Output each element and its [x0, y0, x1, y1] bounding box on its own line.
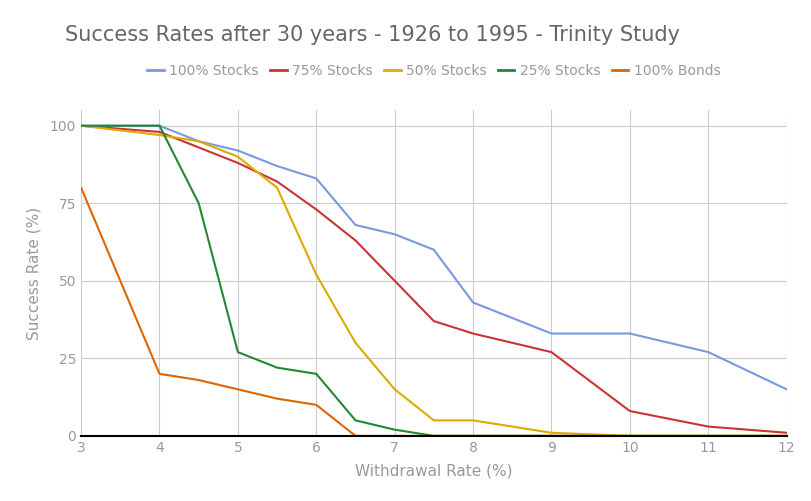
- 100% Stocks: [311, 175, 321, 181]
- 100% Stocks: [429, 247, 439, 253]
- 75% Stocks: [155, 129, 165, 135]
- 50% Stocks: [76, 123, 86, 129]
- 50% Stocks: [155, 132, 165, 138]
- 25% Stocks: [350, 417, 360, 423]
- 25% Stocks: [76, 123, 86, 129]
- 25% Stocks: [233, 349, 242, 355]
- 25% Stocks: [194, 200, 204, 206]
- 50% Stocks: [703, 433, 713, 439]
- 25% Stocks: [703, 433, 713, 439]
- Legend: 100% Stocks, 75% Stocks, 50% Stocks, 25% Stocks, 100% Bonds: 100% Stocks, 75% Stocks, 50% Stocks, 25%…: [141, 59, 727, 84]
- 75% Stocks: [350, 237, 360, 243]
- 50% Stocks: [390, 386, 400, 392]
- 25% Stocks: [429, 433, 439, 439]
- 25% Stocks: [311, 371, 321, 377]
- 75% Stocks: [76, 123, 86, 129]
- 100% Bonds: [703, 433, 713, 439]
- 100% Bonds: [429, 433, 439, 439]
- 75% Stocks: [194, 144, 204, 150]
- 100% Bonds: [390, 433, 400, 439]
- 50% Stocks: [233, 154, 242, 160]
- Line: 50% Stocks: 50% Stocks: [81, 126, 787, 436]
- Text: Success Rates after 30 years - 1926 to 1995 - Trinity Study: Success Rates after 30 years - 1926 to 1…: [65, 25, 680, 45]
- 25% Stocks: [782, 433, 792, 439]
- 25% Stocks: [272, 365, 282, 371]
- 100% Stocks: [272, 163, 282, 169]
- 100% Stocks: [703, 349, 713, 355]
- 100% Stocks: [547, 331, 556, 337]
- 75% Stocks: [547, 349, 556, 355]
- 50% Stocks: [194, 138, 204, 144]
- 100% Stocks: [782, 386, 792, 392]
- 100% Stocks: [194, 138, 204, 144]
- 50% Stocks: [625, 433, 635, 439]
- Line: 100% Stocks: 100% Stocks: [81, 126, 787, 389]
- 100% Bonds: [468, 433, 478, 439]
- 100% Bonds: [233, 386, 242, 392]
- 100% Stocks: [233, 147, 242, 153]
- X-axis label: Withdrawal Rate (%): Withdrawal Rate (%): [355, 463, 513, 478]
- Y-axis label: Success Rate (%): Success Rate (%): [27, 206, 41, 340]
- 100% Stocks: [390, 231, 400, 237]
- 100% Stocks: [468, 300, 478, 306]
- 25% Stocks: [390, 427, 400, 433]
- 100% Bonds: [547, 433, 556, 439]
- 75% Stocks: [272, 178, 282, 184]
- 75% Stocks: [390, 278, 400, 284]
- 75% Stocks: [703, 423, 713, 429]
- 75% Stocks: [782, 430, 792, 436]
- 100% Stocks: [155, 123, 165, 129]
- 25% Stocks: [625, 433, 635, 439]
- 100% Bonds: [311, 402, 321, 408]
- 100% Stocks: [350, 222, 360, 228]
- 100% Bonds: [350, 433, 360, 439]
- 50% Stocks: [272, 185, 282, 191]
- 50% Stocks: [782, 433, 792, 439]
- 75% Stocks: [468, 331, 478, 337]
- 100% Bonds: [625, 433, 635, 439]
- 50% Stocks: [468, 417, 478, 423]
- 25% Stocks: [547, 433, 556, 439]
- 50% Stocks: [429, 417, 439, 423]
- Line: 100% Bonds: 100% Bonds: [81, 188, 787, 436]
- 100% Stocks: [76, 123, 86, 129]
- 75% Stocks: [233, 160, 242, 166]
- 50% Stocks: [547, 430, 556, 436]
- 100% Bonds: [782, 433, 792, 439]
- 50% Stocks: [350, 340, 360, 346]
- 100% Bonds: [194, 377, 204, 383]
- 100% Bonds: [76, 185, 86, 191]
- Line: 75% Stocks: 75% Stocks: [81, 126, 787, 433]
- 100% Bonds: [155, 371, 165, 377]
- 25% Stocks: [155, 123, 165, 129]
- 75% Stocks: [625, 408, 635, 414]
- 100% Bonds: [272, 396, 282, 402]
- 100% Stocks: [625, 331, 635, 337]
- 75% Stocks: [311, 206, 321, 212]
- 25% Stocks: [468, 433, 478, 439]
- 50% Stocks: [311, 272, 321, 278]
- 75% Stocks: [429, 318, 439, 324]
- Line: 25% Stocks: 25% Stocks: [81, 126, 787, 436]
